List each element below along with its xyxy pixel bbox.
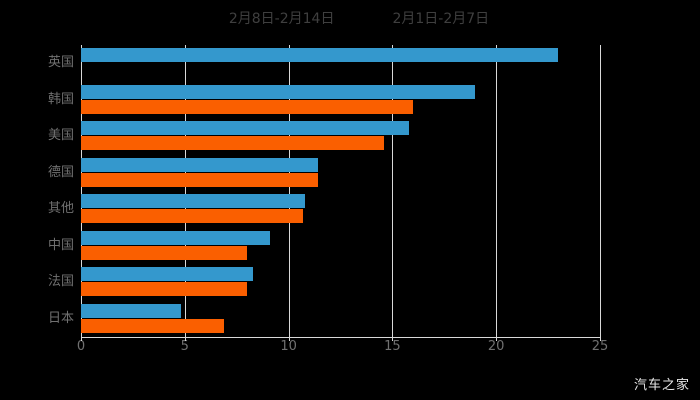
x-axis-tick-labels: 0 5 10 15 20 25 <box>0 340 700 360</box>
bar-row <box>81 118 600 155</box>
plot-area <box>81 45 601 338</box>
bar-德国-series-1[interactable] <box>81 172 318 187</box>
bar-美国-series-0[interactable] <box>81 121 409 136</box>
legend-item-series-0[interactable]: 2月8日-2月14日 <box>211 12 335 26</box>
bar-中国-series-0[interactable] <box>81 230 270 245</box>
y-axis-line <box>81 45 82 337</box>
x-tick-label-5: 5 <box>180 339 189 354</box>
x-tick-mark-10 <box>288 337 290 341</box>
bar-英国-series-0[interactable] <box>81 48 559 63</box>
y-axis-label-美国: 美国 <box>47 128 74 144</box>
legend-label-series-1: 2月1日-2月7日 <box>392 11 490 27</box>
y-axis-label-德国: 德国 <box>47 164 74 180</box>
bar-row <box>81 228 600 265</box>
y-axis-label-韩国: 韩国 <box>47 91 74 107</box>
bar-韩国-series-0[interactable] <box>81 84 476 99</box>
bar-rows <box>81 45 600 337</box>
bar-日本-series-0[interactable] <box>81 303 181 318</box>
x-axis-line <box>81 337 601 338</box>
bar-日本-series-1[interactable] <box>81 318 225 333</box>
y-axis-label-其他: 其他 <box>47 201 74 217</box>
bar-德国-series-0[interactable] <box>81 157 318 172</box>
bar-row <box>81 155 600 192</box>
legend-item-series-1[interactable]: 2月1日-2月7日 <box>374 12 489 26</box>
x-tick-mark-15 <box>392 337 394 341</box>
legend-circle-marker-icon <box>211 14 222 25</box>
y-axis-label-中国: 中国 <box>47 237 74 253</box>
bar-美国-series-1[interactable] <box>81 136 385 151</box>
bar-row <box>81 191 600 228</box>
gridline-10 <box>288 45 290 337</box>
x-tick-mark-20 <box>496 337 498 341</box>
bar-row <box>81 301 600 338</box>
x-tick-mark-0 <box>81 337 82 341</box>
gridline-25 <box>600 45 601 337</box>
x-tick-label-0: 0 <box>76 339 86 354</box>
legend-square-marker-icon <box>374 14 385 25</box>
bar-其他-series-0[interactable] <box>81 194 306 209</box>
x-tick-mark-25 <box>600 337 601 341</box>
bar-法国-series-0[interactable] <box>81 267 254 282</box>
x-tick-label-15: 15 <box>384 339 401 354</box>
y-axis-category-labels: 英国韩国美国德国其他中国法国日本 <box>0 45 74 337</box>
gridline-20 <box>496 45 498 337</box>
bar-row <box>81 82 600 119</box>
bar-row <box>81 45 600 82</box>
bar-中国-series-1[interactable] <box>81 245 248 260</box>
bar-row <box>81 264 600 301</box>
watermark: 汽车之家 <box>633 378 690 393</box>
chart-legend: 2月8日-2月14日 2月1日-2月7日 <box>0 8 700 30</box>
y-axis-label-英国: 英国 <box>47 55 74 71</box>
bar-法国-series-1[interactable] <box>81 282 248 297</box>
y-axis-label-法国: 法国 <box>47 274 74 290</box>
x-tick-mark-5 <box>184 337 186 341</box>
x-tick-label-20: 20 <box>487 339 505 354</box>
legend-label-series-0: 2月8日-2月14日 <box>228 11 335 27</box>
gridline-5 <box>184 45 186 337</box>
x-tick-label-25: 25 <box>591 339 609 354</box>
bar-韩国-series-1[interactable] <box>81 99 414 114</box>
gridline-15 <box>392 45 394 337</box>
y-axis-label-日本: 日本 <box>47 310 74 326</box>
x-tick-label-10: 10 <box>280 339 297 354</box>
bar-其他-series-1[interactable] <box>81 209 304 224</box>
